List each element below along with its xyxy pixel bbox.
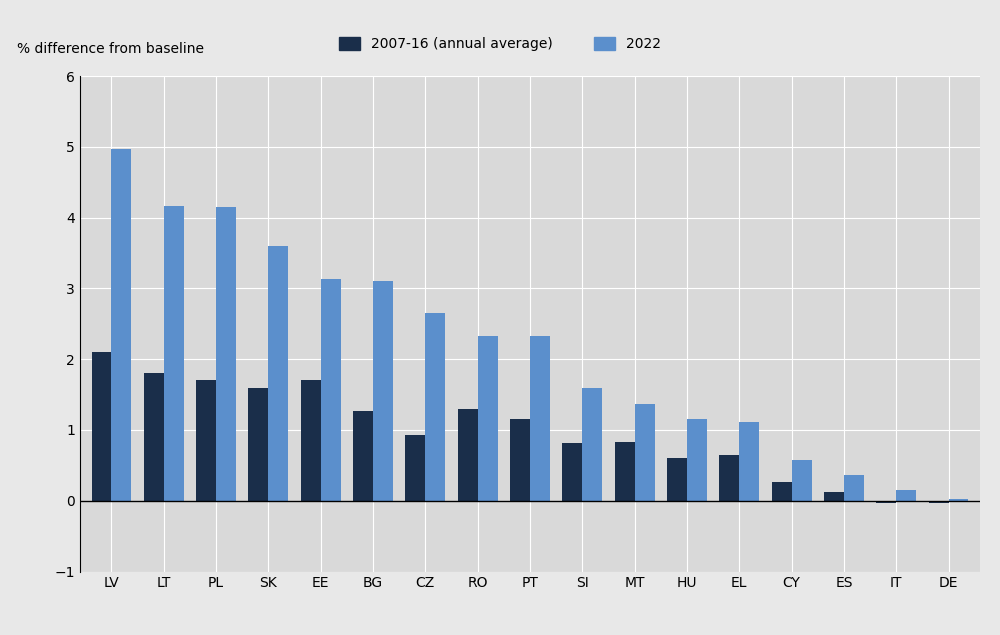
Bar (268, 246, 288, 501)
Bar (321, 279, 341, 501)
Text: % difference from baseline: % difference from baseline (17, 43, 204, 57)
Bar (92, 352, 111, 501)
Bar (164, 206, 184, 501)
Bar (615, 442, 635, 501)
Bar (301, 380, 321, 501)
Bar (405, 435, 425, 501)
Bar (844, 474, 864, 501)
Bar (562, 443, 582, 501)
Bar (824, 492, 844, 501)
Bar (530, 336, 550, 501)
Bar (216, 207, 236, 501)
Bar (425, 312, 445, 501)
Bar (111, 149, 131, 501)
Bar (876, 501, 896, 503)
Bar (353, 411, 373, 501)
Bar (582, 388, 602, 501)
Bar (792, 460, 812, 501)
Bar (248, 387, 268, 501)
Bar (144, 373, 164, 501)
Bar (510, 419, 530, 501)
Bar (896, 490, 916, 501)
Bar (687, 418, 707, 501)
Bar (196, 380, 216, 501)
Bar (635, 404, 655, 501)
Bar (929, 501, 949, 503)
Bar (373, 281, 393, 501)
Bar (478, 336, 498, 501)
Bar (667, 458, 687, 501)
Legend: 2007-16 (annual average), 2022: 2007-16 (annual average), 2022 (333, 32, 667, 57)
Bar (739, 422, 759, 501)
Bar (458, 409, 478, 501)
Bar (772, 481, 792, 501)
Bar (719, 455, 739, 501)
Bar (949, 498, 968, 501)
